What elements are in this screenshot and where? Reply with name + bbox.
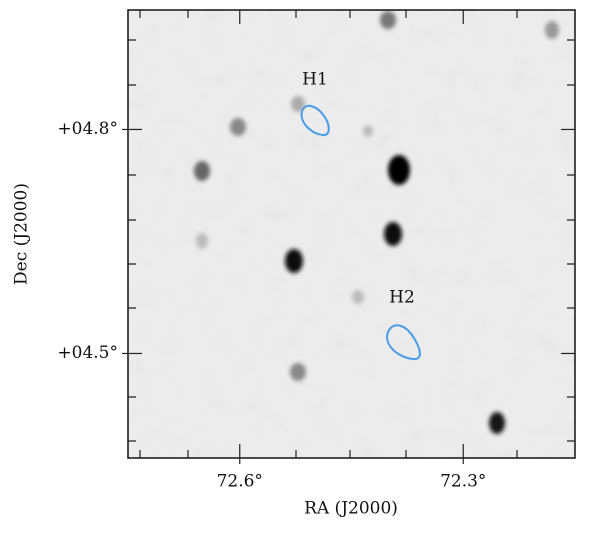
- x-tick-label: 72.3°: [440, 472, 486, 492]
- annotation: H2: [389, 288, 415, 308]
- contour: [300, 104, 330, 136]
- frame: [127, 9, 576, 459]
- y-axis-label: Dec (J2000): [12, 183, 32, 285]
- x-tick-label: 72.6°: [217, 472, 263, 492]
- sky-image: [128, 10, 575, 458]
- minor-ticks: [128, 10, 575, 458]
- x-axis-label: RA (J2000): [304, 499, 398, 519]
- annotation: H1: [302, 70, 328, 90]
- contour: [386, 324, 421, 361]
- y-tick-label: +04.8°: [57, 119, 118, 139]
- sources: [194, 11, 559, 434]
- y-tick-label: +04.5°: [57, 343, 118, 363]
